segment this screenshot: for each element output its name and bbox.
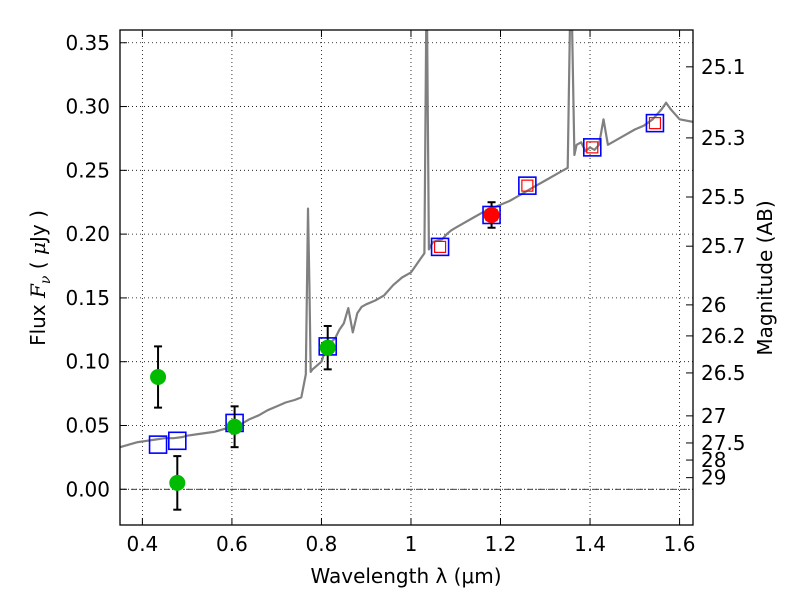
- model-photometry-inner-square: [433, 240, 447, 253]
- x-tick-label: 0.8: [306, 532, 338, 556]
- y-axis-label: Flux Fν ( μJy ): [26, 210, 54, 346]
- model-photometry-square: [645, 113, 665, 133]
- x-tick-label: 0.6: [216, 532, 248, 556]
- magnitude-tick-label: 29: [701, 466, 726, 490]
- x-tick-label: 0.4: [126, 532, 158, 556]
- model-photometry-square: [582, 138, 602, 157]
- observed-photometry-point: [483, 206, 500, 223]
- model-photometry-square: [430, 237, 450, 257]
- magnitude-tick-label: 25.1: [701, 55, 746, 79]
- magnitude-tick-label: 25.3: [701, 126, 746, 150]
- x-tick-label: 1: [405, 532, 418, 556]
- y-tick-label: 0.05: [65, 413, 110, 437]
- y-tick-label: 0.00: [65, 477, 110, 501]
- observed-photometry-point: [319, 339, 336, 356]
- magnitude-tick-label: 26.5: [701, 361, 746, 385]
- model-photometry-inner-square: [521, 179, 534, 192]
- model-photometry-square: [518, 176, 537, 195]
- y-tick-label: 0.35: [65, 31, 110, 55]
- magnitude-tick-label: 27.5: [701, 431, 746, 455]
- x-axis-label: Wavelength λ (μm): [310, 564, 501, 588]
- y-tick-label: 0.15: [65, 286, 110, 310]
- magnitude-tick-label: 26.2: [701, 324, 746, 348]
- plot-content: [120, 30, 693, 511]
- y-tick-label: 0.20: [65, 222, 110, 246]
- magnitude-tick-label: 27: [701, 404, 726, 428]
- magnitude-tick-label: 25.7: [701, 234, 746, 258]
- observed-photometry-point: [226, 418, 243, 435]
- y-tick-label: 0.25: [65, 158, 110, 182]
- x-tick-label: 1.4: [574, 532, 606, 556]
- x-tick-label: 1.6: [664, 532, 696, 556]
- plot-frame: [119, 29, 694, 526]
- x-tick-label: 1.2: [485, 532, 517, 556]
- y-tick-label: 0.30: [65, 95, 110, 119]
- ticks: 0.4 0.6 0.8 1 1.2 1.4 1.6 0.00 0.05 0.10 0.15 0.20 0…: [65, 30, 746, 556]
- model-photometry-inner-square: [648, 117, 662, 130]
- model-photometry-square: [148, 435, 168, 454]
- magnitude-tick-label: 28: [701, 448, 726, 472]
- magnitude-axis-label: Magnitude (AB): [753, 200, 777, 355]
- model-photometry-square: [168, 431, 187, 451]
- observed-photometry-point: [150, 369, 167, 386]
- observed-photometry-point: [169, 474, 186, 491]
- magnitude-tick-label: 25.5: [701, 185, 746, 209]
- magnitude-tick-label: 26: [701, 293, 726, 317]
- y-tick-label: 0.10: [65, 350, 110, 374]
- model-photometry-inner-square: [586, 141, 599, 154]
